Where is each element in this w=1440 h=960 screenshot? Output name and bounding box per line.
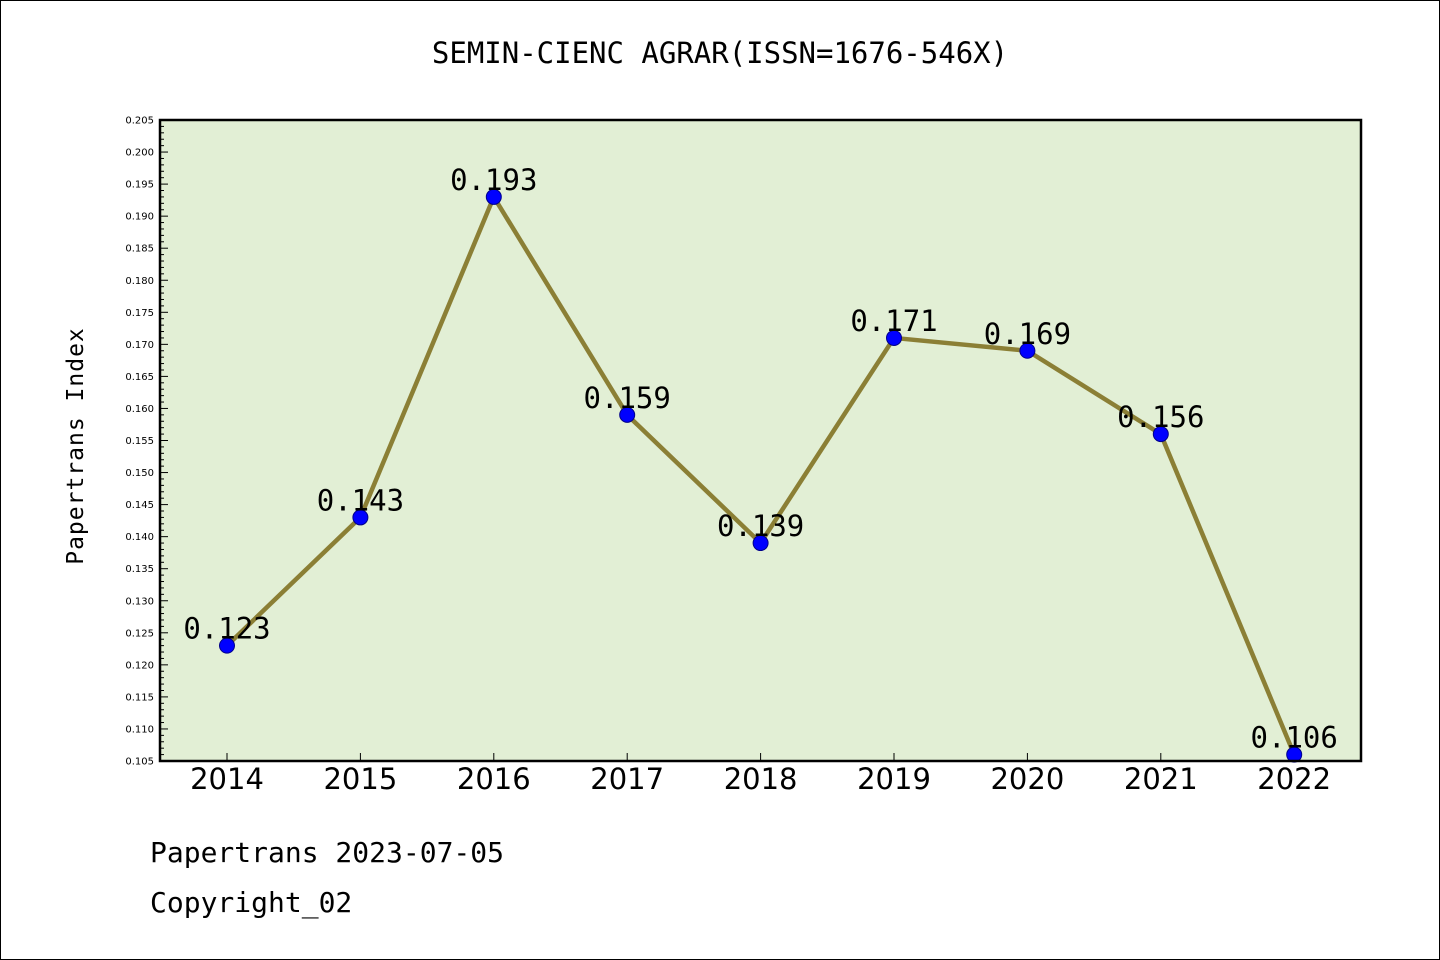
- y-tick-label: 0.105: [125, 757, 154, 768]
- y-tick-label: 0.125: [125, 628, 154, 639]
- data-point: [1019, 342, 1036, 359]
- data-label: 0.139: [717, 509, 804, 543]
- x-tick-label: 2014: [190, 762, 264, 796]
- x-tick-label: 2017: [590, 762, 664, 796]
- x-tick-label: 2022: [1257, 762, 1331, 796]
- y-tick-label: 0.110: [125, 724, 154, 735]
- y-tick-label: 0.150: [125, 468, 154, 479]
- x-tick-label: 2020: [990, 762, 1064, 796]
- data-label: 0.143: [317, 483, 404, 517]
- y-tick-label: 0.195: [125, 180, 154, 191]
- y-tick-label: 0.115: [125, 692, 154, 703]
- x-tick-label: 2018: [724, 762, 798, 796]
- y-tick-label: 0.130: [125, 596, 154, 607]
- y-tick-label: 0.170: [125, 340, 154, 351]
- data-point: [752, 535, 769, 552]
- y-tick-label: 0.175: [125, 308, 154, 319]
- y-tick-label: 0.185: [125, 244, 154, 255]
- y-tick-label: 0.120: [125, 660, 154, 671]
- x-tick-label: 2015: [323, 762, 397, 796]
- y-tick-label: 0.200: [125, 148, 154, 159]
- data-point: [219, 637, 235, 654]
- y-tick-label: 0.155: [125, 436, 154, 447]
- data-label: 0.123: [183, 612, 270, 646]
- data-label: 0.156: [1117, 400, 1204, 434]
- data-label: 0.193: [450, 163, 537, 197]
- chart-title: SEMIN-CIENC AGRAR(ISSN=1676-546X): [431, 36, 1009, 70]
- x-tick-label: 2019: [857, 762, 931, 796]
- plot-area: [160, 120, 1361, 761]
- data-point: [352, 509, 369, 526]
- data-label: 0.159: [584, 381, 671, 415]
- y-tick-label: 0.135: [125, 564, 154, 575]
- data-label: 0.171: [850, 304, 937, 338]
- y-tick-label: 0.190: [125, 212, 154, 223]
- y-tick-label: 0.205: [125, 116, 154, 127]
- data-point: [485, 188, 502, 205]
- footer-date: Papertrans 2023-07-05: [150, 836, 505, 869]
- x-tick-label: 2016: [457, 762, 531, 796]
- y-tick-label: 0.140: [125, 532, 154, 543]
- y-tick-label: 0.145: [125, 500, 154, 511]
- data-point: [1152, 426, 1169, 443]
- plot-border: [158, 118, 1363, 763]
- x-tick-label: 2021: [1124, 762, 1198, 796]
- y-tick-label: 0.165: [125, 372, 154, 383]
- data-point: [886, 329, 902, 346]
- y-tick-label: 0.180: [125, 276, 154, 287]
- footer-copyright: Copyright_02: [150, 886, 353, 919]
- data-label: 0.106: [1251, 721, 1338, 755]
- data-point: [619, 406, 636, 423]
- data-label: 0.169: [984, 317, 1071, 351]
- y-tick-label: 0.160: [125, 404, 154, 415]
